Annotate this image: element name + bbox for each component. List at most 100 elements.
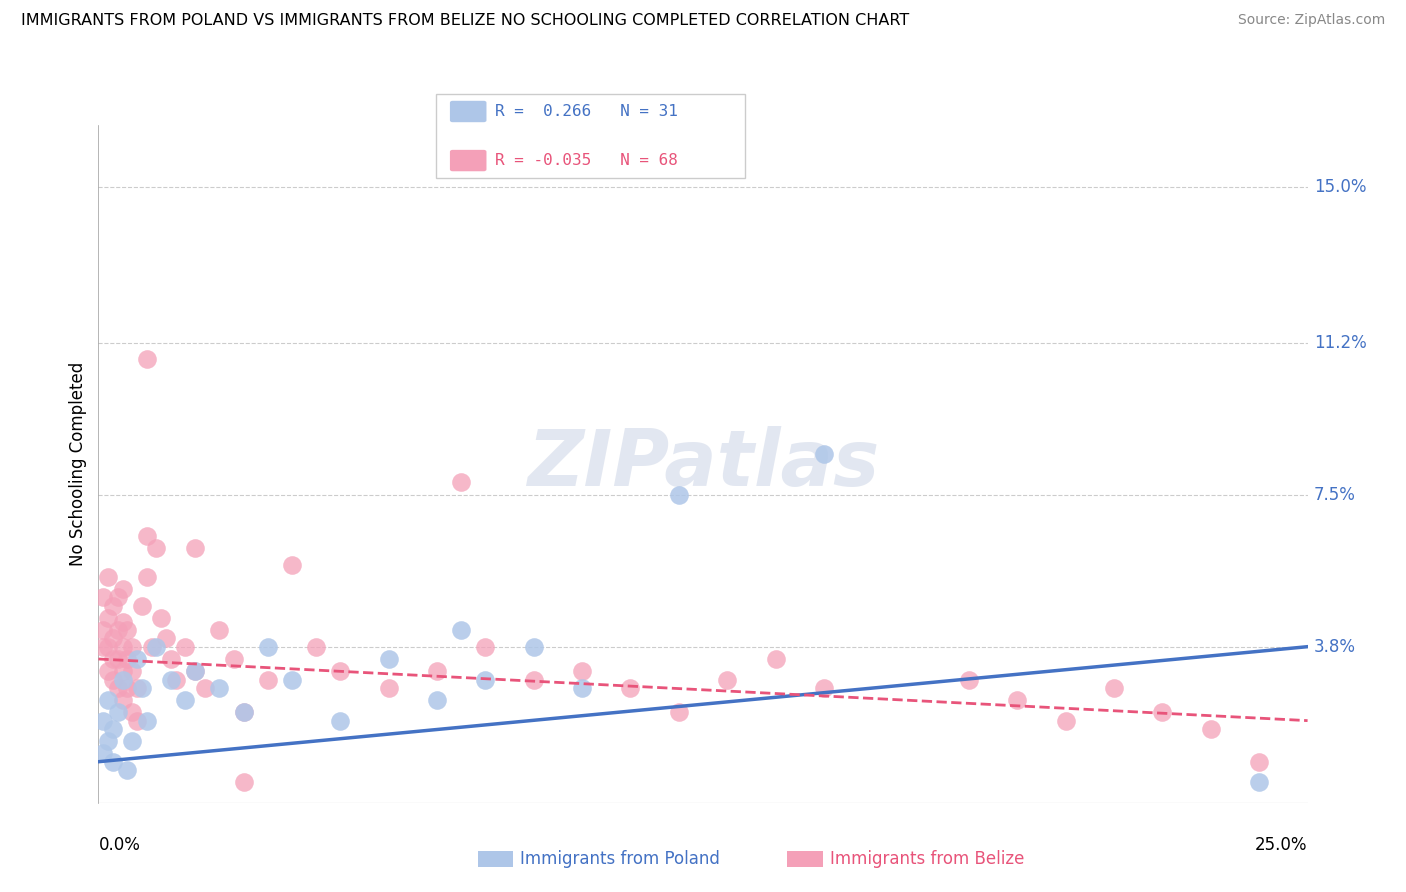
Point (174, 693, 197, 707)
Point (91, 640, 114, 654)
Point (107, 591, 129, 605)
Point (111, 673, 134, 687)
Point (131, 681, 153, 695)
Point (135, 570, 157, 584)
Point (135, 529, 157, 543)
Point (111, 665, 134, 679)
Point (101, 599, 124, 613)
Point (1054, 714, 1077, 728)
Point (107, 624, 129, 638)
Point (1152, 706, 1174, 720)
Point (668, 488, 690, 502)
Point (668, 706, 690, 720)
Point (160, 673, 183, 687)
Point (121, 734, 143, 748)
Point (127, 714, 149, 728)
Point (117, 681, 139, 695)
Text: Immigrants from Belize: Immigrants from Belize (830, 850, 1024, 868)
Point (619, 681, 641, 695)
Point (222, 652, 245, 666)
Text: 7.5%: 7.5% (1313, 485, 1355, 504)
Text: Immigrants from Poland: Immigrants from Poland (520, 850, 720, 868)
Point (165, 673, 187, 687)
Point (97, 640, 120, 654)
Point (97, 734, 120, 748)
Point (91, 624, 114, 638)
Point (155, 632, 177, 646)
Point (1249, 755, 1271, 769)
Point (111, 582, 134, 596)
Point (107, 652, 129, 666)
Point (256, 673, 278, 687)
Point (523, 673, 546, 687)
Point (208, 624, 231, 638)
Point (474, 640, 496, 654)
Point (184, 541, 207, 555)
Point (377, 652, 399, 666)
Point (1249, 775, 1271, 789)
Point (813, 446, 835, 460)
Point (232, 706, 254, 720)
Text: 15.0%: 15.0% (1313, 178, 1367, 195)
Point (145, 541, 167, 555)
Text: 25.0%: 25.0% (1256, 836, 1308, 854)
Point (160, 652, 183, 666)
Point (107, 681, 129, 695)
Point (101, 673, 124, 687)
Point (91, 591, 114, 605)
Point (281, 558, 304, 572)
Point (450, 475, 472, 490)
Point (329, 665, 352, 679)
Text: ZIPatlas: ZIPatlas (527, 425, 879, 502)
Text: 11.2%: 11.2% (1313, 334, 1367, 351)
Point (121, 640, 143, 654)
Point (305, 640, 328, 654)
Point (111, 693, 134, 707)
Point (101, 652, 124, 666)
Point (101, 722, 124, 736)
Point (97, 665, 120, 679)
Point (91, 714, 114, 728)
Point (377, 681, 399, 695)
Point (145, 640, 167, 654)
Point (426, 665, 449, 679)
Point (117, 624, 139, 638)
Point (174, 640, 197, 654)
Point (281, 673, 304, 687)
Point (111, 640, 134, 654)
Point (329, 714, 352, 728)
Point (184, 665, 207, 679)
Point (127, 681, 149, 695)
Point (1102, 681, 1125, 695)
Point (256, 640, 278, 654)
Point (184, 665, 207, 679)
Point (523, 640, 546, 654)
Point (232, 775, 254, 789)
Point (1007, 693, 1029, 707)
Point (111, 615, 134, 629)
Point (97, 570, 120, 584)
Text: R = -0.035   N = 68: R = -0.035 N = 68 (495, 153, 678, 168)
Point (101, 632, 124, 646)
Point (450, 624, 472, 638)
Point (716, 673, 738, 687)
Point (97, 611, 120, 625)
Point (97, 693, 120, 707)
Point (127, 652, 149, 666)
Point (426, 693, 449, 707)
Text: Source: ZipAtlas.com: Source: ZipAtlas.com (1237, 13, 1385, 28)
Point (1199, 722, 1222, 736)
Point (91, 747, 114, 761)
Point (765, 652, 787, 666)
Point (474, 673, 496, 687)
Text: 3.8%: 3.8% (1313, 638, 1355, 656)
Point (232, 706, 254, 720)
Point (571, 681, 593, 695)
Point (813, 681, 835, 695)
Point (121, 706, 143, 720)
Point (141, 640, 163, 654)
Text: IMMIGRANTS FROM POLAND VS IMMIGRANTS FROM BELIZE NO SCHOOLING COMPLETED CORRELAT: IMMIGRANTS FROM POLAND VS IMMIGRANTS FRO… (21, 13, 910, 29)
Point (131, 599, 153, 613)
Point (957, 673, 980, 687)
Point (107, 706, 129, 720)
